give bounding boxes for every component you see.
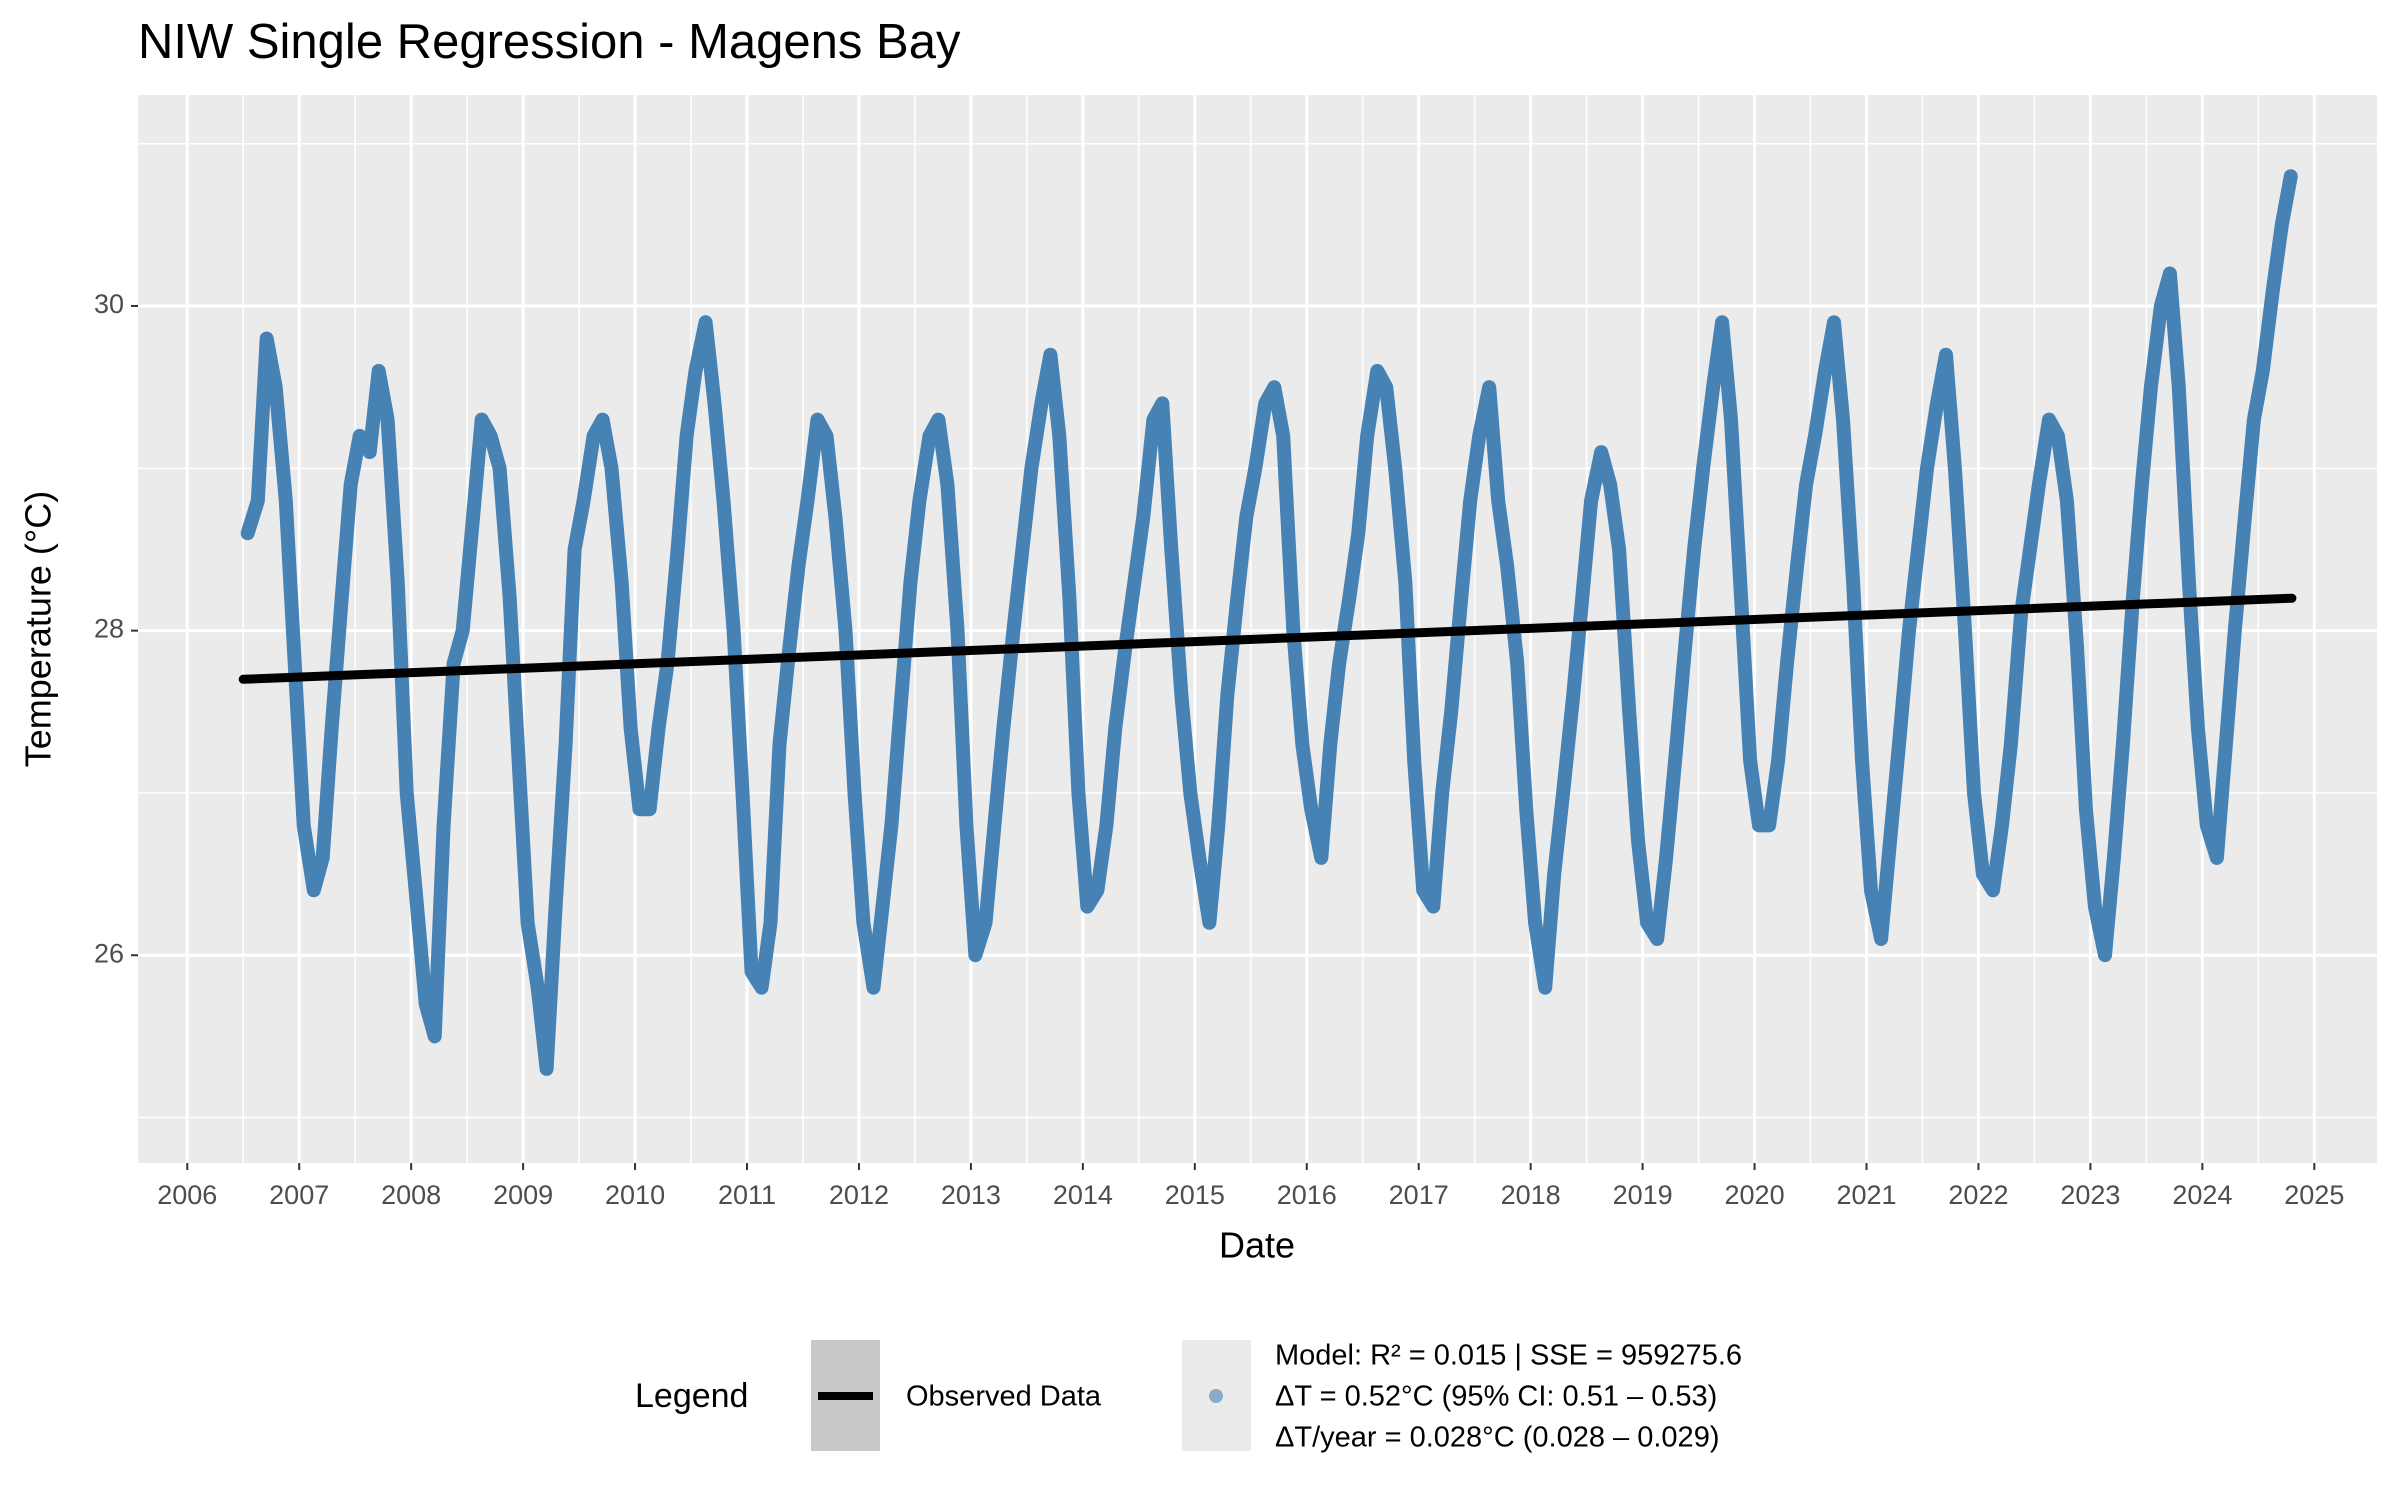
x-tick-label: 2008 — [381, 1180, 441, 1210]
y-tick-label: 30 — [94, 289, 124, 319]
x-tick-label: 2011 — [718, 1180, 776, 1210]
legend-key — [1209, 1389, 1223, 1403]
x-tick-label: 2013 — [941, 1180, 1001, 1210]
x-tick-label: 2010 — [605, 1180, 665, 1210]
x-tick-label: 2006 — [157, 1180, 217, 1210]
x-tick-label: 2015 — [1165, 1180, 1225, 1210]
trend-line — [238, 593, 2297, 684]
x-tick-label: 2014 — [1053, 1180, 1113, 1210]
y-tick-label: 28 — [94, 614, 124, 644]
x-axis-title: Date — [1219, 1225, 1295, 1266]
x-tick-label: 2024 — [2172, 1180, 2232, 1210]
x-tick-label: 2023 — [2060, 1180, 2120, 1210]
chart-title: NIW Single Regression - Magens Bay — [138, 15, 961, 69]
x-tick-label: 2009 — [493, 1180, 553, 1210]
data-line — [240, 169, 2298, 1076]
x-tick-label: 2025 — [2284, 1180, 2344, 1210]
legend: Legend Observed Data Model: R² = 0.015 |… — [635, 1340, 1742, 1454]
y-tick-label: 26 — [94, 938, 124, 968]
x-tick-label: 2020 — [1725, 1180, 1785, 1210]
marks — [238, 169, 2298, 1076]
legend-label: Observed Data — [906, 1381, 1102, 1413]
x-tick-label: 2019 — [1613, 1180, 1673, 1210]
x-tick-label: 2018 — [1501, 1180, 1561, 1210]
x-tick-label: 2007 — [269, 1180, 329, 1210]
x-tick-label: 2022 — [1948, 1180, 2008, 1210]
x-tick-label: 2012 — [829, 1180, 889, 1210]
legend-label: Model: R² = 0.015 | SSE = 959275.6 — [1275, 1340, 1742, 1372]
y-axis-title: Temperature (°C) — [18, 491, 59, 767]
x-tick-label: 2021 — [1836, 1180, 1896, 1210]
legend-title: Legend — [635, 1377, 748, 1415]
legend-label: ΔT/year = 0.028°C (0.028 – 0.029) — [1275, 1422, 1719, 1454]
legend-label: ΔT = 0.52°C (95% CI: 0.51 – 0.53) — [1275, 1381, 1717, 1413]
x-tick-label: 2016 — [1277, 1180, 1337, 1210]
x-tick-label: 2017 — [1389, 1180, 1449, 1210]
plot-panel — [138, 95, 2377, 1163]
